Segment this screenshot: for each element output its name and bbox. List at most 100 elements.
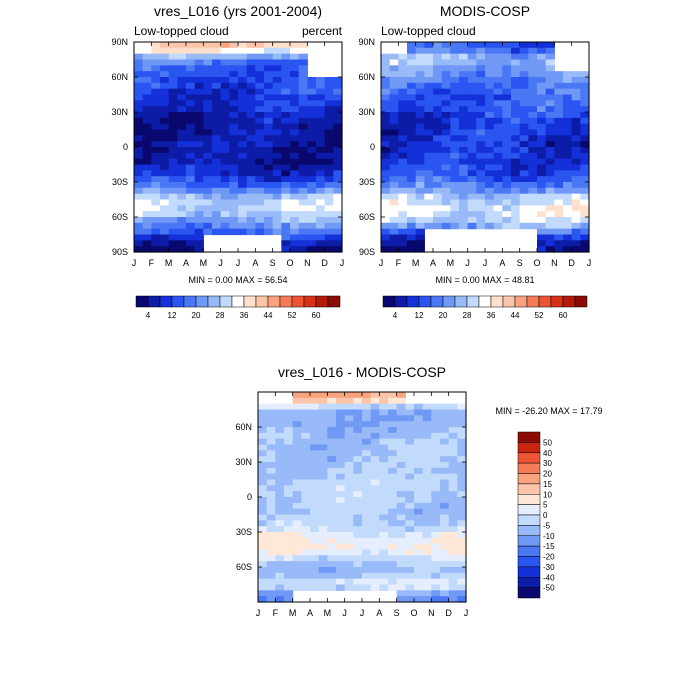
map-cell (381, 100, 391, 107)
map-cell (281, 234, 291, 241)
map-cell (246, 187, 256, 195)
map-cell (212, 141, 222, 148)
map-cell (405, 514, 415, 521)
map-cell (134, 240, 144, 247)
map-cell (246, 65, 256, 72)
map-cell (266, 549, 276, 556)
map-cell (275, 514, 285, 521)
map-cell (511, 71, 521, 78)
map-cell (545, 240, 555, 247)
map-cell (229, 71, 239, 78)
map-cell (142, 176, 152, 183)
map-cell (554, 82, 564, 90)
map-cell (284, 572, 294, 580)
map-cell (281, 94, 291, 101)
map-cell (370, 561, 380, 568)
map-cell (405, 444, 415, 451)
map-cell (151, 59, 161, 66)
colorbar-label: 44 (511, 311, 520, 320)
map-cell (177, 199, 187, 206)
map-cell (396, 578, 406, 586)
map-cell (316, 234, 326, 241)
map-cell (450, 135, 460, 142)
map-cell (441, 211, 451, 218)
map-cell (344, 561, 354, 568)
map-cell (511, 112, 521, 119)
map-cell (457, 456, 467, 463)
map-cell (203, 94, 213, 101)
map-cell (493, 193, 503, 201)
map-cell (168, 117, 178, 125)
map-cell (381, 234, 391, 241)
map-cell (336, 497, 346, 504)
map-cell (519, 199, 529, 206)
map-cell (333, 211, 343, 218)
map-cell (554, 164, 564, 171)
map-cell (344, 415, 354, 422)
map-cell (298, 246, 308, 253)
map-cell (194, 228, 204, 236)
map-cell (177, 205, 187, 212)
map-cell (310, 456, 320, 463)
map-cell (493, 94, 503, 101)
map-cell (362, 491, 372, 498)
map-cell (407, 141, 417, 148)
map-cell (168, 88, 178, 96)
map-cell (212, 88, 222, 96)
map-cell (281, 147, 291, 154)
map-cell (327, 403, 337, 411)
map-cell (389, 106, 399, 113)
map-cell (563, 82, 573, 90)
map-cell (275, 596, 285, 603)
map-cell (246, 147, 256, 154)
map-cell (580, 182, 590, 189)
map-cell (545, 199, 555, 206)
y-tick-label: 60N (358, 72, 375, 82)
colorbar-swatch (514, 295, 528, 308)
map-cell (212, 71, 222, 78)
map-cell (528, 217, 538, 224)
map-cell (467, 211, 477, 218)
map-cell (405, 537, 415, 545)
map-cell (292, 543, 302, 551)
map-cell (424, 135, 434, 142)
map-cell (318, 543, 328, 551)
map-cell (134, 129, 144, 136)
map-cell (450, 164, 460, 171)
map-cell (324, 100, 334, 107)
map-cell (281, 164, 291, 171)
map-cell (324, 217, 334, 224)
map-cell (405, 473, 415, 481)
map-cell (370, 456, 380, 463)
map-cell (160, 205, 170, 212)
map-cell (457, 421, 467, 428)
map-cell (281, 176, 291, 183)
map-cell (398, 129, 408, 136)
map-cell (448, 473, 458, 481)
map-cell (476, 199, 486, 206)
map-cell (298, 170, 308, 177)
map-cell (298, 141, 308, 148)
map-cell (203, 77, 213, 84)
map-cell (414, 549, 424, 556)
map-cell (142, 106, 152, 113)
map-cell (528, 88, 538, 96)
map-cell (457, 555, 467, 562)
map-cell (485, 42, 495, 49)
map-cell (336, 537, 346, 545)
map-cell (353, 502, 363, 510)
panel-obs-title: MODIS-COSP (440, 3, 530, 19)
map-cell (275, 549, 285, 556)
map-cell (389, 205, 399, 212)
map-cell (407, 199, 417, 206)
map-cell (493, 199, 503, 206)
map-cell (396, 397, 406, 405)
map-cell (344, 537, 354, 545)
map-cell (424, 205, 434, 212)
map-cell (441, 42, 451, 49)
map-cell (272, 141, 282, 148)
map-cell (324, 240, 334, 247)
map-cell (485, 100, 495, 107)
